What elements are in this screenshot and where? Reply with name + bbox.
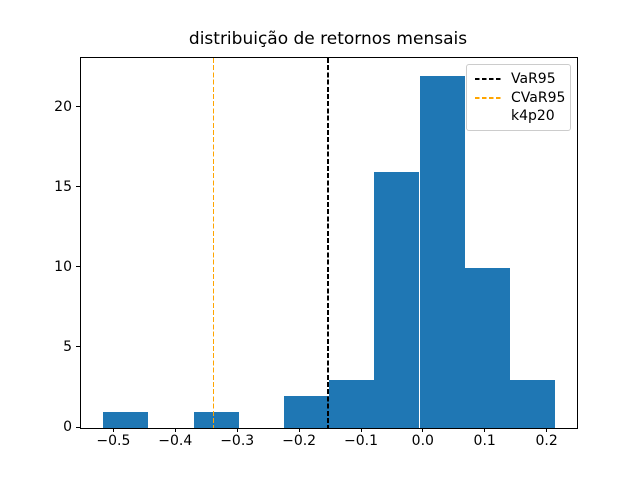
y-tick-label: 10 <box>54 258 72 275</box>
x-tick-label: −0.4 <box>158 433 193 449</box>
x-tick-mark <box>484 428 486 432</box>
legend-entry-cvar95: CVaR95 <box>475 89 566 107</box>
x-tick-label: 0.1 <box>473 433 496 449</box>
y-tick-label: 0 <box>63 419 72 435</box>
x-tick-mark <box>546 428 548 432</box>
var95-dashed-line-icon <box>475 78 502 80</box>
x-tick-label: 0.0 <box>411 433 434 449</box>
x-tick-mark <box>422 428 424 432</box>
x-tick-mark <box>112 428 114 432</box>
y-tick-mark <box>76 426 80 428</box>
histogram-bar <box>419 75 465 428</box>
y-tick-mark <box>76 106 80 108</box>
legend-entry-var95: VaR95 <box>475 70 563 88</box>
legend-label-k4p20: k4p20 <box>511 108 555 124</box>
y-tick-label: 20 <box>54 98 72 115</box>
histogram-bar <box>193 412 239 428</box>
legend-entry-k4p20: k4p20 <box>475 107 563 125</box>
var95-vline <box>327 58 329 428</box>
legend: VaR95 CVaR95 k4p20 <box>466 64 571 131</box>
legend-label-var95: VaR95 <box>511 71 556 87</box>
chart-title: distribuição de retornos mensais <box>188 29 468 49</box>
x-tick-label: −0.2 <box>282 433 317 449</box>
x-tick-label: −0.1 <box>344 433 378 449</box>
x-tick-label: −0.5 <box>96 433 131 449</box>
x-tick-mark <box>236 428 238 432</box>
y-tick-label: 15 <box>54 178 72 195</box>
histogram-bar <box>103 412 149 428</box>
x-tick-label: 0.2 <box>535 433 558 449</box>
histogram-bar <box>284 396 330 428</box>
histogram-bar <box>509 379 556 428</box>
y-tick-label: 5 <box>63 338 72 355</box>
x-tick-mark <box>298 428 300 432</box>
y-tick-mark <box>76 186 80 188</box>
histogram-bar <box>374 171 420 428</box>
histogram-bar <box>464 267 510 428</box>
x-tick-mark <box>174 428 176 432</box>
cvar95-vline <box>212 58 215 428</box>
x-tick-label: −0.3 <box>220 433 255 449</box>
empty-legend-handle <box>475 115 502 117</box>
histogram-bar <box>329 379 375 428</box>
x-tick-mark <box>360 428 362 432</box>
legend-label-cvar95: CVaR95 <box>511 89 566 106</box>
cvar95-dashed-line-icon <box>475 96 502 99</box>
y-tick-mark <box>76 266 80 268</box>
y-tick-mark <box>76 346 80 348</box>
